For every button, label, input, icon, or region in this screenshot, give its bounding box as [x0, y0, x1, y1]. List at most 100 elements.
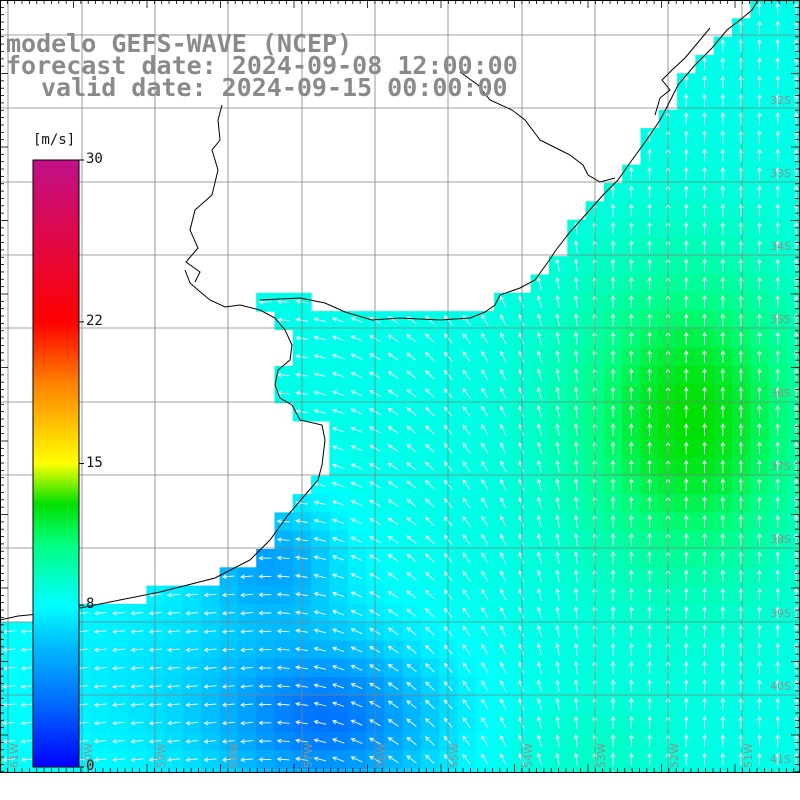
wind-arrow: [738, 349, 744, 363]
wind-arrow: [793, 295, 799, 308]
wind-arrow: [185, 629, 199, 634]
wind-arrow: [757, 752, 762, 766]
wind-arrow: [462, 662, 471, 674]
wind-arrow: [112, 647, 125, 653]
wind-arrow: [20, 757, 34, 763]
wind-arrow: [683, 276, 689, 290]
wind-arrow: [720, 203, 726, 217]
wind-arrow: [499, 625, 507, 637]
wind-arrow: [738, 386, 744, 400]
wind-arrow: [130, 702, 144, 708]
wind-arrow: [647, 697, 652, 711]
wind-arrow: [720, 166, 726, 180]
wind-arrow: [775, 93, 781, 107]
wind-arrow: [775, 587, 781, 601]
wind-arrow: [610, 349, 616, 363]
wind-arrow: [112, 684, 125, 689]
wind-arrow: [462, 387, 471, 399]
wind-arrow: [573, 404, 579, 418]
wind-arrow: [647, 349, 652, 363]
wind-arrow: [258, 720, 272, 726]
longitude-label: 51W: [742, 743, 755, 768]
wind-arrow: [93, 647, 107, 653]
latitude-label: 32S: [770, 94, 791, 107]
wind-arrow: [406, 736, 417, 746]
wind-arrow: [757, 240, 762, 254]
longitude-label: 58W: [228, 743, 241, 768]
wind-arrow: [93, 720, 107, 726]
wind-arrow: [683, 111, 689, 125]
wind-arrow: [683, 93, 689, 107]
wind-arrow: [406, 572, 417, 581]
wind-arrow: [610, 404, 616, 418]
wind-arrow: [573, 734, 579, 748]
wind-arrow: [462, 735, 471, 747]
wind-arrow: [683, 368, 689, 382]
wind-speed-cell: [786, 73, 800, 93]
wind-arrow: [536, 441, 542, 455]
wind-arrow: [793, 111, 799, 125]
wind-arrow: [683, 331, 689, 345]
wind-arrow: [757, 386, 762, 400]
wind-arrow: [425, 333, 435, 344]
wind-arrow: [720, 386, 726, 400]
wind-arrow: [793, 642, 799, 656]
wind-arrow: [313, 536, 327, 542]
wind-arrow: [425, 443, 435, 453]
wind-arrow: [481, 607, 489, 619]
wind-arrow: [775, 221, 781, 235]
wind-speed-cell: [786, 54, 800, 74]
wind-arrow: [481, 350, 489, 363]
wind-arrow: [555, 569, 560, 583]
wind-arrow: [629, 734, 634, 748]
latitude-label: 37S: [770, 460, 791, 473]
wind-arrow: [738, 404, 744, 418]
wind-arrow: [350, 371, 363, 379]
wind-arrow: [406, 755, 417, 764]
wind-arrow: [350, 664, 363, 671]
wind-arrow: [112, 611, 125, 616]
wind-speed-cell: [786, 201, 800, 221]
wind-arrow: [757, 404, 762, 418]
wind-arrow: [702, 203, 707, 217]
wind-arrow: [425, 699, 435, 710]
wind-arrow: [332, 500, 345, 506]
wind-arrow: [610, 697, 616, 711]
wind-arrow: [629, 660, 634, 674]
wind-arrow: [313, 353, 327, 359]
wind-arrow: [647, 734, 652, 748]
wind-arrow: [720, 660, 726, 674]
wind-arrow: [629, 240, 634, 254]
wind-arrow: [2, 702, 16, 708]
wind-arrow: [387, 352, 399, 361]
wind-arrow: [518, 661, 525, 674]
wind-arrow: [2, 757, 16, 763]
wind-arrow: [629, 441, 634, 455]
wind-arrow: [647, 295, 652, 308]
wind-arrow: [573, 276, 579, 290]
wind-arrow: [555, 752, 560, 766]
wind-arrow: [148, 665, 162, 671]
wind-arrow: [332, 719, 345, 726]
wind-arrow: [518, 313, 525, 326]
wind-arrow: [112, 702, 125, 708]
wind-arrow: [425, 571, 435, 581]
wind-arrow: [738, 276, 744, 290]
wind-arrow: [499, 661, 507, 674]
wind-arrow: [683, 130, 689, 144]
wind-arrow: [555, 423, 560, 436]
wind-arrow: [720, 368, 726, 382]
wind-arrow: [332, 536, 345, 543]
wind-arrow: [313, 665, 327, 670]
wind-arrow: [757, 368, 762, 382]
wind-arrow: [775, 752, 781, 766]
wind-arrow: [313, 500, 327, 506]
wind-arrow: [775, 111, 781, 125]
longitude-label: 57W: [302, 743, 315, 768]
wind-arrow: [647, 313, 652, 327]
wind-arrow: [720, 221, 726, 235]
wind-arrow: [350, 554, 363, 562]
wind-arrow: [536, 295, 542, 308]
wind-arrow: [555, 331, 560, 345]
